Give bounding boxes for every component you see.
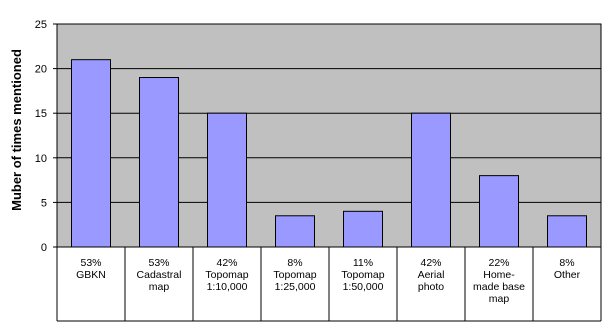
y-tick-label: 0 [41,242,47,254]
x-category-label-line: 1:50,000 [343,281,384,293]
x-category-label-line: 42% [420,257,441,269]
x-category-label-line: 53% [80,257,101,269]
bar [139,77,179,248]
x-category-label: 8% Other [554,257,581,281]
x-category-label-line: photo [418,281,444,293]
x-category-label: 11% Topomap 1:50,000 [341,257,384,293]
x-category-label-line: 8% [559,257,574,269]
x-category-label-line: GBKN [76,269,106,281]
plot-background [56,23,602,248]
x-category-label: 8% Topomap 1:25,000 [273,257,316,293]
x-category-label-line: 53% [148,257,169,269]
x-category-label-line: made base [473,281,525,293]
x-category-label-line: Cadastral [137,269,182,281]
x-category-label-line: 8% [287,257,302,269]
x-category-label-line: Topomap [205,269,248,281]
y-axis-label: Muber of times mentioned [9,49,24,211]
x-category-label-line: Other [554,269,581,281]
x-category-label-line: Aerial [418,269,445,281]
y-tick-label: 5 [41,197,47,209]
x-category-label-line: 1:25,000 [275,281,316,293]
x-category-label: 53% GBKN [76,257,106,281]
bar [479,175,519,248]
bar [547,215,587,248]
plot-area [56,23,602,248]
x-category-label-line: Topomap [341,269,384,281]
x-category-label: 42% Aerial photo [418,257,445,293]
bars [71,59,587,248]
x-category-label: 22% Home-made base map [473,257,525,305]
y-tick-label: 15 [35,108,47,120]
y-tick-labels: 0 5 10 15 20 25 [35,19,47,254]
x-category-label-line: 1:10,000 [207,281,248,293]
bar [411,112,451,248]
bar [71,59,111,248]
bar [207,112,247,248]
x-category-label-line: map [489,293,510,305]
x-category-label: 53% Cadastral map [137,257,182,293]
x-category-label-line: Topomap [273,269,316,281]
x-category-label-line: map [149,281,170,293]
y-tick-label: 25 [35,19,47,31]
x-category-label-line: 42% [216,257,237,269]
x-category-label-line: 11% [353,257,373,269]
x-category-label-line: Home- [483,269,515,281]
y-tick-label: 20 [35,64,47,76]
axes [53,23,58,248]
x-category-label: 42% Topomap 1:10,000 [205,257,248,293]
bar [343,210,383,248]
bar [275,215,315,248]
x-category-label-line: 22% [488,257,509,269]
y-tick-label: 10 [35,153,47,165]
